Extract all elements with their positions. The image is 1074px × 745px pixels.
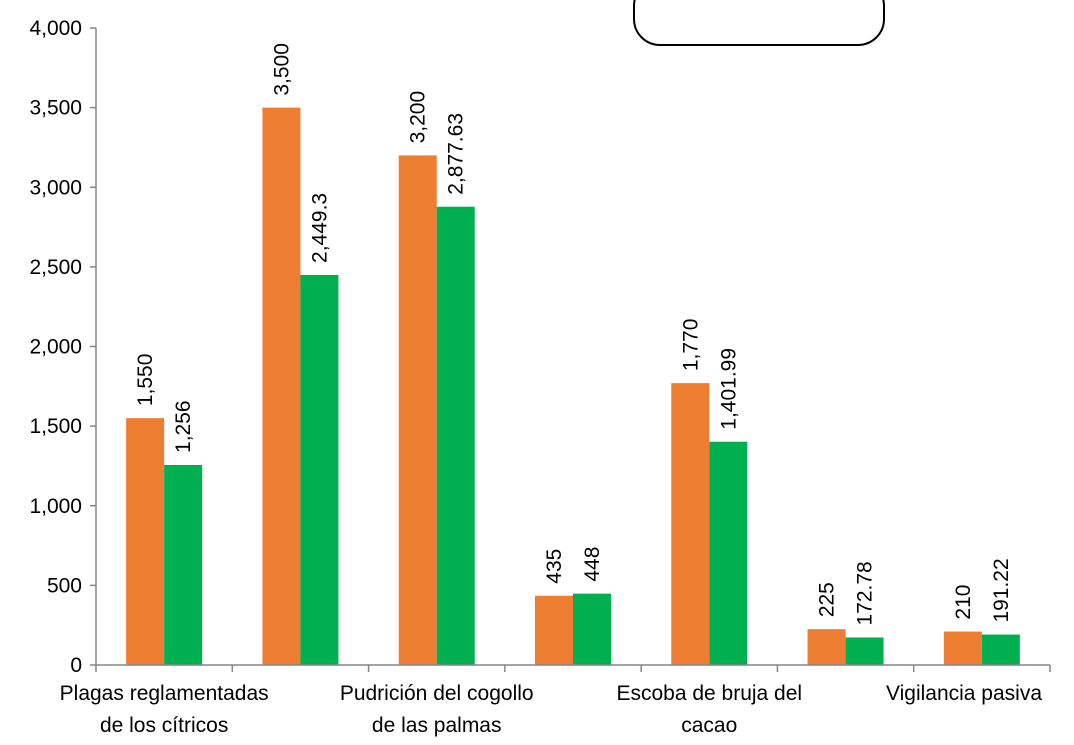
data-label: 1,401.99 xyxy=(717,348,740,430)
x-axis-category-labels: Plagas reglamentadas de los cítricos Pudri… xyxy=(60,682,1043,737)
x-category-label: cacao xyxy=(681,714,737,737)
data-label: 2,877.63 xyxy=(445,113,468,195)
x-category-label: de los cítricos xyxy=(100,714,228,737)
bar-series-2 xyxy=(981,634,1020,665)
bar-series-2 xyxy=(436,206,475,665)
bar-series-1 xyxy=(943,631,982,665)
x-category-label: Escoba de bruja del xyxy=(616,682,802,705)
bar-series-2 xyxy=(300,274,339,665)
y-axis-ticks: 0 500 1,000 1,500 2,000 2,500 3,000 3,500 4,000 xyxy=(29,17,96,677)
data-label: 3,200 xyxy=(407,91,430,144)
data-label: 435 xyxy=(543,549,566,584)
bar-series-1 xyxy=(262,107,301,665)
bar-series-2 xyxy=(164,464,203,665)
bar-series-1 xyxy=(807,629,846,665)
x-category-label: de las palmas xyxy=(372,714,502,737)
data-label: 1,256 xyxy=(172,400,195,453)
bar-series-2 xyxy=(709,441,748,665)
data-label: 225 xyxy=(816,582,839,617)
bars xyxy=(126,107,1020,665)
data-label: 172.78 xyxy=(854,561,877,625)
data-label: 1,550 xyxy=(134,354,157,407)
x-category-label: Vigilancia pasiva xyxy=(886,682,1042,705)
y-tick-label: 3,000 xyxy=(29,176,82,199)
bar-series-1 xyxy=(126,418,165,665)
data-labels: 1,550 3,500 3,200 435 1,770 225 210 1,256 2,449.… xyxy=(134,43,1013,625)
data-label: 191.22 xyxy=(990,558,1013,622)
data-label: 3,500 xyxy=(270,43,293,96)
y-tick-label: 500 xyxy=(47,574,82,597)
y-tick-label: 1,500 xyxy=(29,415,82,438)
y-tick-label: 1,000 xyxy=(29,495,82,518)
bar-series-1 xyxy=(671,383,710,665)
y-tick-label: 3,500 xyxy=(29,97,82,120)
bar-series-2 xyxy=(845,637,884,665)
x-category-label: Pudrición del cogollo xyxy=(340,682,534,705)
data-label: 1,770 xyxy=(679,319,702,372)
y-tick-label: 4,000 xyxy=(29,17,82,40)
bar-series-1 xyxy=(535,595,573,665)
bar-series-1 xyxy=(398,155,437,665)
bar-series-2 xyxy=(573,593,611,665)
axes xyxy=(95,28,1050,666)
y-tick-label: 2,500 xyxy=(29,256,82,279)
data-label: 210 xyxy=(952,585,975,620)
x-axis-ticks xyxy=(95,665,1051,672)
legend-box xyxy=(633,0,885,46)
x-category-label: Plagas reglamentadas xyxy=(60,682,269,705)
data-label: 2,449.3 xyxy=(308,193,331,263)
y-tick-label: 0 xyxy=(70,654,82,677)
y-tick-label: 2,000 xyxy=(29,336,82,359)
data-label: 448 xyxy=(581,547,604,582)
